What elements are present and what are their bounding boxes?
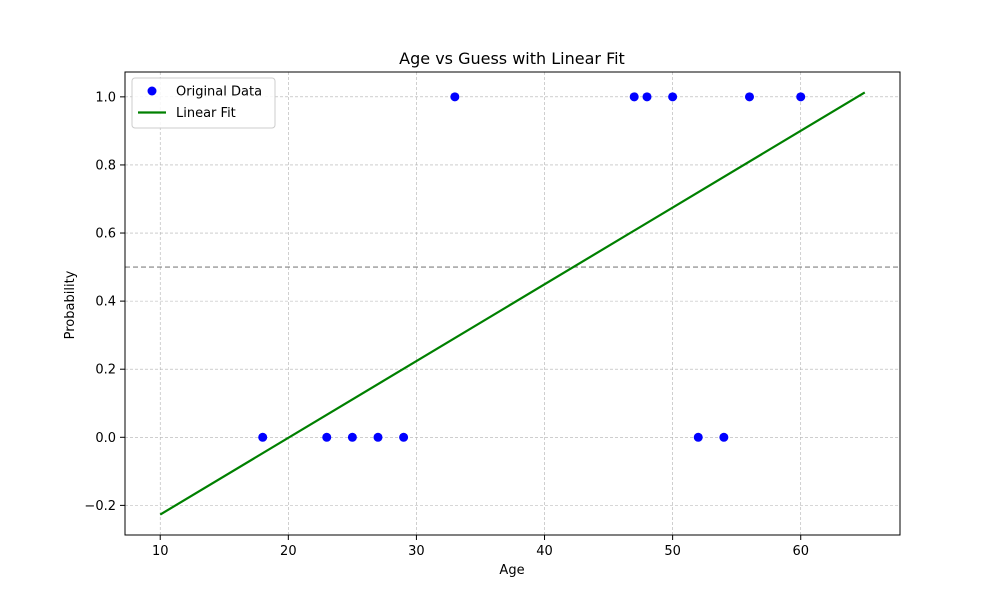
- legend-box: [131, 77, 276, 129]
- data-point: [399, 432, 409, 442]
- y-tick-label: 0.2: [95, 363, 116, 378]
- y-tick-label: −0.2: [84, 499, 116, 514]
- data-point: [642, 92, 652, 102]
- data-point: [693, 432, 703, 442]
- axes-group: 10 20 30 40 50 60 −0.2 0.0 0.2 0.4 0.6 0.8 1.0: [84, 71, 901, 559]
- y-tick-label: 1.0: [95, 90, 116, 105]
- data-point: [347, 432, 357, 442]
- x-axis-title: Age: [499, 563, 524, 578]
- fit-line-group: [159, 91, 866, 516]
- x-tick-label: 50: [664, 544, 681, 559]
- x-tick-label: 30: [408, 544, 425, 559]
- grid-lines: [125, 72, 900, 535]
- plot-frame: [124, 71, 901, 536]
- data-point: [719, 432, 729, 442]
- data-point: [258, 432, 268, 442]
- data-point: [450, 92, 460, 102]
- x-tick-label: 20: [280, 544, 297, 559]
- y-tick-label: 0.6: [95, 227, 116, 242]
- data-point: [744, 92, 754, 102]
- data-point: [629, 92, 639, 102]
- data-point: [322, 432, 332, 442]
- y-axis-title: Probability: [63, 270, 78, 339]
- chart-title: Age vs Guess with Linear Fit: [399, 49, 625, 68]
- legend-marker-swatch: [147, 86, 157, 96]
- x-tick-label: 40: [536, 544, 553, 559]
- y-tick-label: 0.8: [95, 158, 116, 173]
- data-point: [373, 432, 383, 442]
- data-point: [668, 92, 678, 102]
- y-tick-label: 0.4: [95, 295, 116, 310]
- legend-label: Linear Fit: [176, 106, 236, 121]
- x-tick-label: 10: [152, 544, 169, 559]
- data-point: [796, 92, 806, 102]
- scatter-points: [258, 92, 806, 442]
- linear-fit-line: [159, 91, 866, 516]
- legend: Original Data Linear Fit: [131, 77, 276, 129]
- y-tick-label: 0.0: [95, 431, 116, 446]
- legend-label: Original Data: [176, 85, 262, 100]
- x-tick-label: 60: [792, 544, 809, 559]
